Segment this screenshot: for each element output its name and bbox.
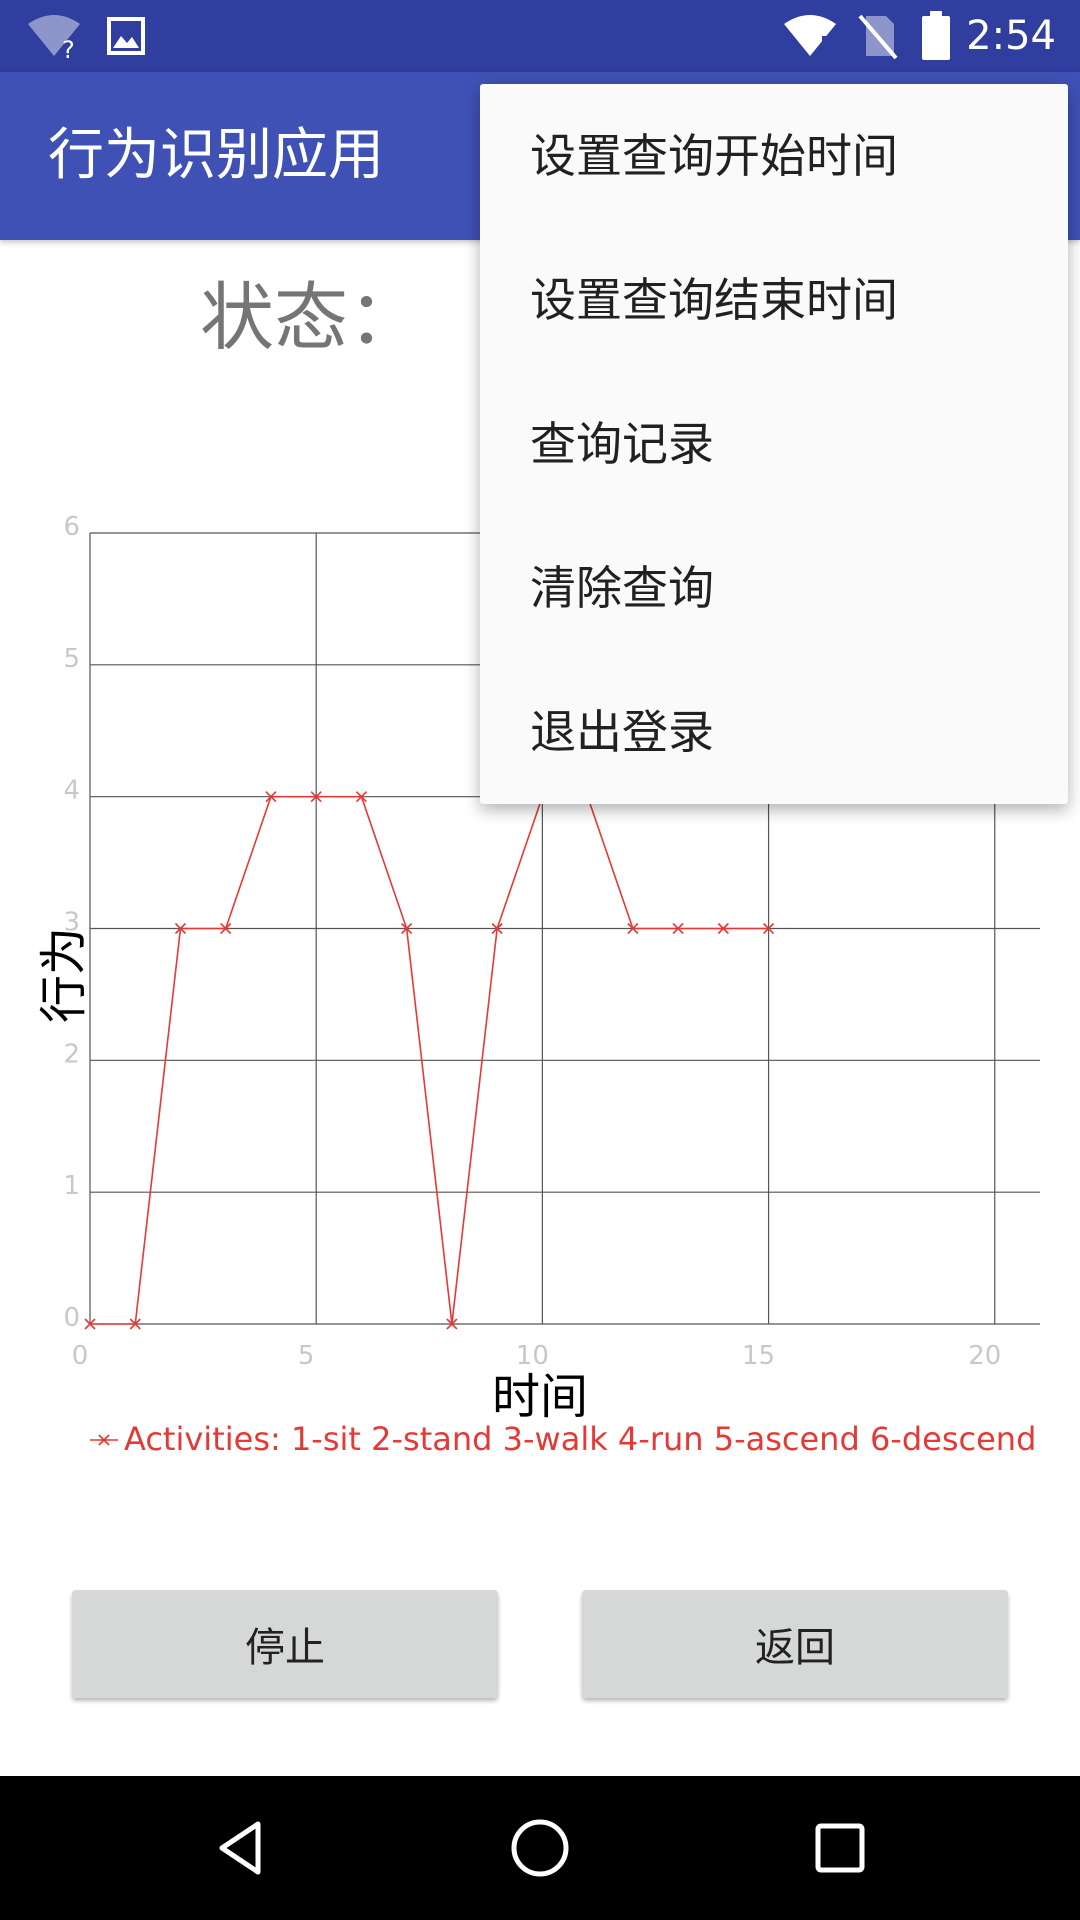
data-point-mark: [401, 922, 413, 935]
data-point: [129, 1318, 141, 1330]
data-point: [401, 922, 413, 935]
image-notification-icon: [106, 0, 146, 72]
data-point-mark: [446, 1318, 458, 1330]
data-point: [84, 1318, 96, 1330]
menu-item-set-start-time[interactable]: 设置查询开始时间: [530, 129, 898, 183]
legend-label: Activities: 1-sit 2-stand 3-walk 4-run 5…: [124, 1420, 1036, 1458]
data-point: [310, 791, 322, 803]
x-tick-label: 20: [968, 1341, 1001, 1371]
data-point: [627, 922, 639, 935]
back-button[interactable]: 返回: [582, 1590, 1008, 1698]
data-point: [763, 922, 775, 935]
data-point: [220, 922, 232, 935]
data-point-mark: [672, 922, 684, 935]
data-point-mark: [265, 791, 277, 803]
app-title: 行为识别应用: [48, 123, 384, 188]
wifi-unknown-icon: ?: [26, 0, 82, 72]
recents-nav-icon[interactable]: [770, 1776, 910, 1920]
menu-item-logout[interactable]: 退出登录: [530, 705, 714, 759]
navigation-bar: [0, 1776, 1080, 1920]
data-point: [672, 922, 684, 935]
data-point: [355, 791, 367, 803]
data-point: [265, 791, 277, 803]
legend-marker: [98, 1434, 110, 1446]
signal-icon: [782, 0, 838, 72]
x-tick-label: 15: [742, 1341, 775, 1371]
status-time: 2:54: [966, 13, 1056, 59]
data-point: [446, 1318, 458, 1330]
x-tick-label: 5: [298, 1341, 315, 1371]
data-point-mark: [174, 922, 187, 935]
data-point-mark: [355, 791, 367, 803]
data-point-mark: [627, 922, 639, 935]
data-point-mark: [220, 922, 232, 935]
data-point: [491, 922, 503, 935]
y-tick-label: 0: [63, 1303, 80, 1333]
back-nav-icon[interactable]: [170, 1776, 310, 1920]
data-point-mark: [310, 791, 322, 803]
menu-item-query-records[interactable]: 查询记录: [530, 417, 714, 471]
data-point: [174, 922, 187, 935]
y-axis-label: 行为: [36, 927, 92, 1023]
home-nav-icon[interactable]: [470, 1776, 610, 1920]
x-tick-label: 10: [516, 1341, 549, 1371]
y-tick-label: 6: [63, 512, 80, 542]
stop-button[interactable]: 停止: [72, 1590, 498, 1698]
state-label: 状态：: [200, 275, 422, 361]
y-tick-label: 2: [63, 1039, 80, 1069]
data-point-mark: [717, 922, 729, 935]
data-point-mark: [491, 922, 503, 935]
svg-text:?: ?: [62, 36, 75, 60]
data-point-mark: [129, 1318, 141, 1330]
status-bar: ? 2:54: [0, 0, 1080, 72]
data-point-mark: [84, 1318, 96, 1330]
x-axis-label: 时间: [492, 1369, 588, 1425]
data-point-mark: [763, 922, 775, 935]
x-tick-label: 0: [72, 1341, 89, 1371]
series-line: [90, 795, 769, 1325]
y-tick-label: 4: [63, 776, 80, 806]
y-tick-label: 3: [63, 908, 80, 938]
no-sim-icon: [858, 0, 898, 72]
y-tick-label: 5: [63, 644, 80, 674]
y-tick-label: 1: [63, 1171, 80, 1201]
battery-icon: [920, 0, 952, 72]
data-point: [717, 922, 729, 935]
overflow-menu: 设置查询开始时间 设置查询结束时间 查询记录 清除查询 退出登录: [480, 84, 1068, 804]
menu-item-clear-query[interactable]: 清除查询: [530, 561, 714, 615]
menu-item-set-end-time[interactable]: 设置查询结束时间: [530, 273, 898, 327]
